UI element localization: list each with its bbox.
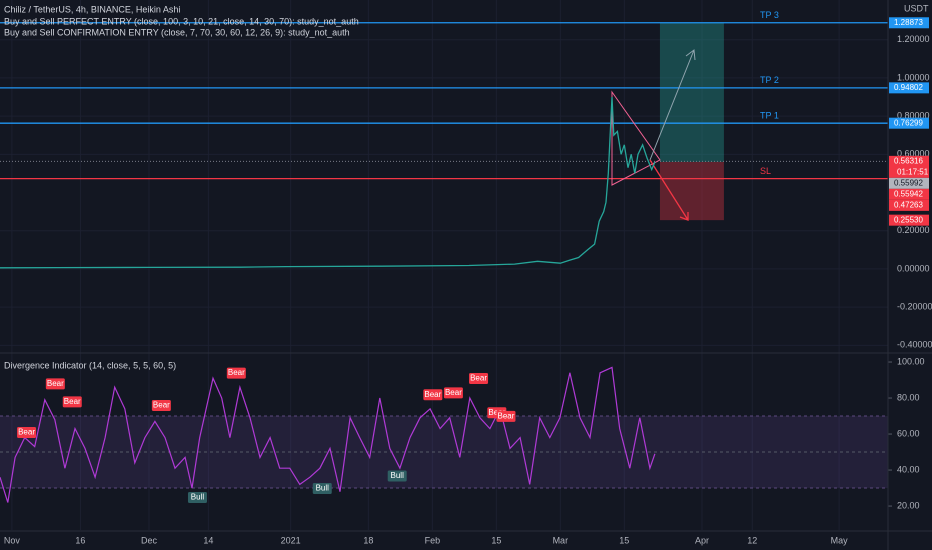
y-tick-label: -0.40000 — [897, 340, 932, 350]
signal-box — [226, 367, 246, 379]
symbol-title: Chiliz / TetherUS, 4h, BINANCE, Heikin A… — [4, 4, 180, 14]
x-tick-label: 18 — [363, 535, 373, 545]
y-tick-label: 100.00 — [897, 356, 925, 366]
price-tag — [889, 199, 929, 211]
x-tick-label: 14 — [203, 535, 213, 545]
y-tick-label: 40.00 — [897, 464, 920, 474]
y-tick-label: 1.00000 — [897, 72, 930, 82]
x-tick-label: 2021 — [281, 535, 301, 545]
y-tick-label: 80.00 — [897, 392, 920, 402]
signal-box — [62, 396, 82, 408]
price-tag-label: 0.25530 — [894, 215, 923, 224]
signal-box — [45, 378, 65, 390]
y-tick-label: 0.00000 — [897, 263, 930, 273]
signal-box — [151, 400, 171, 412]
profit-zone — [659, 22, 724, 162]
y-tick-label: 20.00 — [897, 500, 920, 510]
price-tag-label: 0.55942 — [894, 189, 923, 198]
price-tag — [889, 177, 929, 189]
signal-label: Bear — [445, 388, 462, 397]
signal-label: Bear — [424, 390, 441, 399]
price-tag-label: 1.28873 — [894, 18, 923, 27]
study-title: Buy and Sell CONFIRMATION ENTRY (close, … — [4, 27, 350, 37]
indicator-line — [0, 366, 656, 503]
level-name: TP 2 — [760, 75, 779, 85]
arrow-up — [649, 49, 696, 161]
x-tick-label: 12 — [747, 535, 757, 545]
price-tag — [889, 188, 929, 200]
signal-label: Bear — [153, 401, 170, 410]
x-tick-label: Feb — [425, 535, 441, 545]
y-tick-label: -0.20000 — [897, 301, 932, 311]
loss-zone — [659, 161, 724, 221]
signal-box — [312, 483, 332, 495]
price-tag-label: 0.56316 — [894, 156, 923, 165]
price-tag — [889, 82, 929, 94]
countdown: 01:17:51 — [897, 167, 929, 176]
x-tick-label: Nov — [4, 535, 21, 545]
y-tick-label: 60.00 — [897, 428, 920, 438]
signal-label: Bear — [47, 379, 64, 388]
signal-box — [387, 470, 407, 482]
y-tick-label: 0.60000 — [897, 149, 930, 159]
x-tick-label: Apr — [695, 535, 709, 545]
signal-box — [423, 389, 443, 401]
signal-box — [469, 373, 489, 385]
signal-label: Bear — [18, 428, 35, 437]
signal-label: Bear — [498, 411, 515, 420]
price-tag-label: 0.76299 — [894, 118, 923, 127]
x-tick-label: Dec — [141, 535, 158, 545]
study-title: Buy and Sell PERFECT ENTRY (close, 100, … — [4, 16, 359, 26]
x-tick-label: 15 — [491, 535, 501, 545]
signal-label: Bear — [228, 368, 245, 377]
y-tick-label: 1.20000 — [897, 34, 930, 44]
price-tag-label: 0.55992 — [894, 178, 923, 187]
y-tick-label: 0.80000 — [897, 110, 930, 120]
price-line — [0, 96, 656, 269]
level-name: TP 3 — [760, 10, 779, 20]
signal-label: Bull — [316, 484, 330, 493]
signal-box — [496, 410, 516, 422]
arrow-down — [649, 159, 689, 221]
price-tag — [889, 17, 929, 29]
signal-box — [443, 387, 463, 399]
price-tag — [889, 214, 929, 226]
level-name: TP 1 — [760, 111, 779, 121]
signal-box — [17, 427, 37, 439]
signal-label: Bear — [64, 397, 81, 406]
signal-label: Bear — [470, 374, 487, 383]
currency: USDT — [904, 3, 929, 13]
y-tick-label: 0.20000 — [897, 225, 930, 235]
x-tick-label: 16 — [75, 535, 85, 545]
price-tag-label: 0.94802 — [894, 83, 923, 92]
level-name: SL — [760, 166, 771, 176]
indicator-title: Divergence Indicator (14, close, 5, 5, 6… — [4, 360, 176, 370]
signal-label: Bull — [391, 471, 405, 480]
signal-label: Bull — [191, 493, 205, 502]
price-tag-label: 0.47263 — [894, 200, 923, 209]
signal-box — [187, 492, 207, 504]
price-tag — [889, 117, 929, 129]
x-tick-label: 15 — [619, 535, 629, 545]
x-tick-label: May — [831, 535, 849, 545]
price-tag — [889, 155, 929, 178]
triangle-drawing — [611, 90, 661, 186]
x-tick-label: Mar — [553, 535, 569, 545]
